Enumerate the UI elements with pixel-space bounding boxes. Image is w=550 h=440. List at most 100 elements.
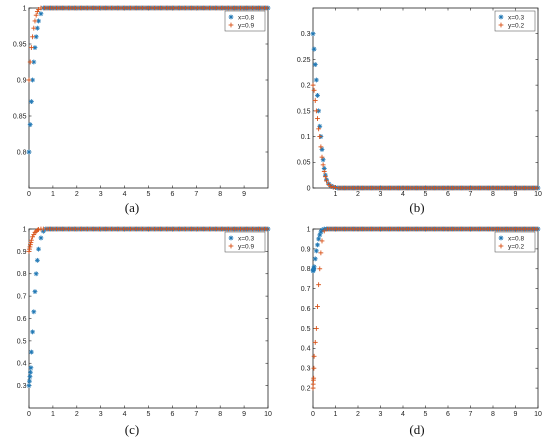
- y-tick-label: 0.4: [17, 361, 27, 368]
- y-tick-label: 0.8: [301, 266, 311, 273]
- data-point: [311, 46, 317, 52]
- data-point: [319, 154, 325, 160]
- data-point: [315, 242, 320, 248]
- x-tick-label: 4: [123, 191, 127, 198]
- legend-label: y=0.2: [508, 243, 524, 250]
- data-point: [33, 12, 39, 18]
- legend-box: [494, 231, 536, 253]
- panel-b: 1 2 3 4 5 6 7 8 9 10 0 0.05 0.1 0.15 0.2 0.25 0.3 x=0.3y=…: [297, 7, 542, 198]
- x-tick-label: 3: [379, 191, 383, 198]
- legend-label: x=0.3: [508, 14, 524, 21]
- data-point: [312, 62, 318, 67]
- legend-marker: [498, 235, 504, 241]
- data-point: [315, 116, 320, 121]
- y-tick-label: 0: [307, 185, 311, 192]
- legend-box: [224, 231, 266, 253]
- data-point: [33, 271, 39, 277]
- data-point: [36, 18, 41, 24]
- y-tick-label: 0.5: [301, 326, 311, 333]
- legend-marker: [228, 243, 234, 249]
- data-point: [321, 228, 327, 234]
- y-tick-label: 0.5: [17, 338, 27, 345]
- series-y=0.9: [26, 5, 270, 83]
- legend-label: x=0.3: [238, 235, 254, 242]
- x-tick-label: 4: [123, 411, 127, 418]
- legend-marker: [228, 235, 234, 241]
- data-point: [315, 304, 320, 309]
- data-point: [328, 184, 334, 189]
- y-tick-label: 0.6: [17, 316, 27, 323]
- series-y=0.2: [310, 82, 540, 191]
- plot-frame: [312, 7, 539, 189]
- data-point: [316, 236, 322, 242]
- data-point: [317, 266, 323, 272]
- x-tick-label: 1: [51, 411, 55, 418]
- panel-c: 0 1 2 3 4 5 6 7 8 9 10 0.3 0.4 0.5 0.6 0.7 0.8 0.9 1 x=0.3y…: [17, 226, 272, 418]
- x-tick-label: 7: [194, 191, 198, 198]
- x-tick-label: 2: [75, 411, 79, 418]
- plot-frame: [28, 7, 269, 189]
- data-point: [31, 309, 37, 315]
- data-point: [322, 174, 328, 180]
- y-tick-label: 0.1: [301, 134, 311, 141]
- data-point: [28, 349, 34, 355]
- x-tick-label: 1: [334, 411, 338, 418]
- x-tick-label: 0: [27, 411, 31, 418]
- x-tick-label: 5: [147, 191, 151, 198]
- legend-label: x=0.8: [238, 14, 254, 21]
- plot-frame: [312, 228, 539, 409]
- x-tick-label: 5: [424, 411, 428, 418]
- y-tick-label: 0.7: [17, 294, 27, 301]
- data-point: [313, 248, 319, 254]
- data-point: [28, 237, 34, 243]
- y-tick-label: 0.8: [17, 149, 27, 156]
- data-point: [310, 82, 316, 88]
- data-point: [264, 226, 270, 232]
- legend-label: y=0.9: [238, 22, 254, 29]
- data-point: [28, 240, 34, 245]
- x-tick-label: 8: [218, 411, 222, 418]
- x-tick-label: 9: [242, 411, 246, 418]
- x-tick-label: 6: [446, 191, 450, 198]
- legend-box: [494, 10, 536, 32]
- x-tick-label: 2: [356, 191, 360, 198]
- data-point: [27, 122, 33, 128]
- data-point: [317, 134, 323, 139]
- caption-a: (a): [125, 200, 139, 215]
- legend-marker: [498, 243, 504, 249]
- x-tick-label: 7: [469, 191, 473, 198]
- y-tick-label: 1: [307, 226, 311, 233]
- x-tick-label: 1: [334, 191, 338, 198]
- x-tick-label: 7: [469, 411, 473, 418]
- y-tick-label: 0.2: [301, 83, 311, 90]
- data-point: [326, 182, 332, 187]
- legend: x=0.8y=0.9: [224, 10, 266, 32]
- x-tick-label: 4: [401, 411, 405, 418]
- legend-label: y=0.2: [508, 22, 524, 29]
- x-tick-label: 3: [379, 411, 383, 418]
- data-point: [316, 126, 322, 132]
- data-point: [27, 244, 33, 250]
- data-point: [28, 242, 33, 248]
- legend-label: x=0.8: [508, 235, 524, 242]
- x-tick-label: 1: [51, 191, 55, 198]
- panel-d: 0 1 2 3 4 5 6 7 8 9 10 0.2 0.3 0.4 0.5 0.6 0.7 0.8 0.9 1 x=0…: [301, 226, 542, 418]
- data-point: [313, 108, 319, 114]
- data-point: [534, 226, 540, 232]
- data-point: [32, 18, 38, 24]
- x-tick-label: 5: [424, 191, 428, 198]
- legend-box: [224, 10, 266, 32]
- x-tick-label: 4: [401, 191, 405, 198]
- data-point: [310, 31, 316, 37]
- data-point: [28, 369, 33, 375]
- data-point: [27, 59, 33, 65]
- legend-marker: [498, 22, 504, 28]
- data-point: [312, 339, 318, 345]
- y-tick-label: 0.25: [297, 57, 311, 64]
- y-tick-label: 0.95: [13, 41, 27, 48]
- x-tick-label: 0: [311, 411, 315, 418]
- data-point: [324, 178, 329, 184]
- data-point: [28, 45, 34, 50]
- caption-c: (c): [125, 422, 139, 437]
